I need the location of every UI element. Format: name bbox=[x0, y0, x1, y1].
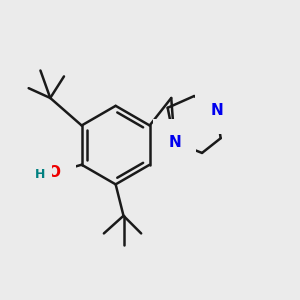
Text: N: N bbox=[210, 103, 223, 118]
Text: H: H bbox=[35, 168, 46, 181]
Text: O: O bbox=[48, 165, 61, 180]
Text: N: N bbox=[168, 135, 181, 150]
